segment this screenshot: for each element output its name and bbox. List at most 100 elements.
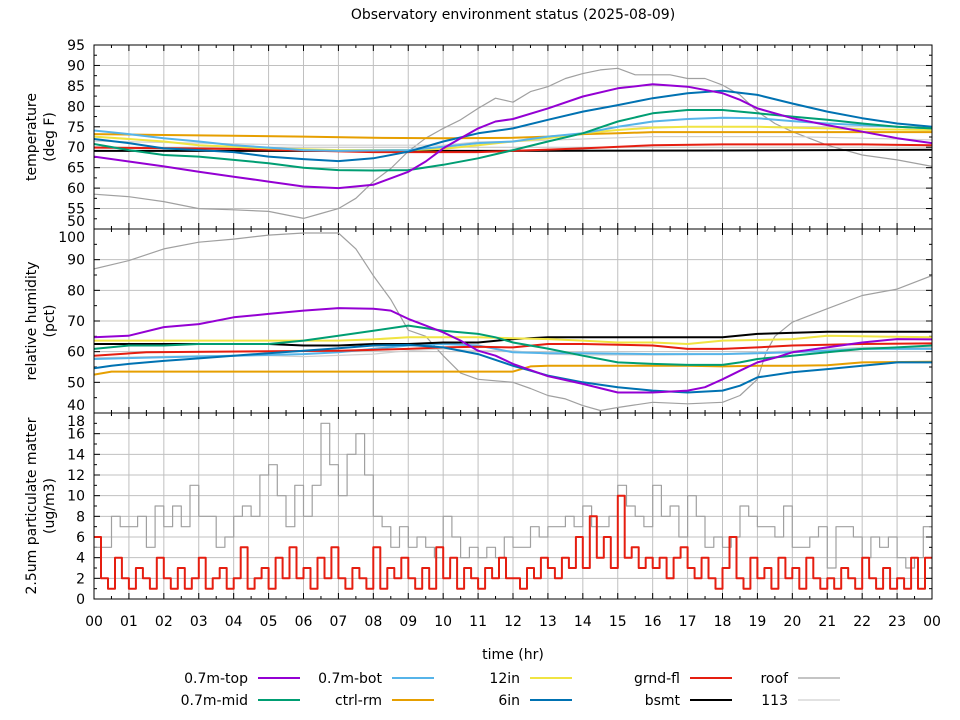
legend: 0.7m-top 0.7m-mid 0.7m-bot ctrl-rm 12in 6in gr… <box>181 671 840 709</box>
x-tick-label: 06 <box>295 614 313 630</box>
x-tick-label: 04 <box>225 614 243 630</box>
x-tick-label: 21 <box>818 614 836 630</box>
legend-item-113: 113 <box>761 693 840 709</box>
series-line-113 <box>94 346 932 359</box>
series-group <box>94 232 932 412</box>
y-axis-label: 2.5um particulate matter <box>24 417 40 594</box>
x-tick-label: 00 <box>923 614 941 630</box>
series-line-0.7m-mid <box>94 109 932 172</box>
y-tick-label: 60 <box>67 345 85 361</box>
y-axis-label: (ug/m3) <box>42 478 58 534</box>
y-axis-label: (pct) <box>42 305 58 338</box>
x-tick-label: 13 <box>539 614 557 630</box>
y-tick-label: 90 <box>67 253 85 269</box>
legend-item-6in: 6in <box>498 693 572 709</box>
x-tick-label: 09 <box>399 614 417 630</box>
series-line-0.7m-top <box>94 307 932 394</box>
y-tick-label: 40 <box>67 398 85 414</box>
y-tick-label: 50 <box>67 375 85 391</box>
series-line-0.7m-mid <box>94 324 932 366</box>
series-group <box>94 67 932 219</box>
legend-label: roof <box>760 671 789 687</box>
legend-label: 113 <box>761 693 788 709</box>
legend-item-12in: 12in <box>489 671 572 687</box>
y-axis-label: temperature <box>24 93 40 181</box>
x-tick-label: 20 <box>783 614 801 630</box>
y-tick-label: 8 <box>76 509 85 525</box>
y-tick-label: 80 <box>67 99 85 115</box>
y-tick-label: 100 <box>58 230 85 246</box>
series-group <box>94 422 932 590</box>
series-line-0.7m-bot <box>94 116 932 152</box>
x-tick-label: 23 <box>888 614 906 630</box>
legend-label: 0.7m-top <box>184 671 248 687</box>
series-line-grnd-fl <box>94 494 932 590</box>
series-line-ctrl-rm <box>94 131 932 140</box>
x-tick-label: 11 <box>469 614 487 630</box>
x-tick-label: 05 <box>260 614 278 630</box>
y-tick-label: 85 <box>67 79 85 95</box>
y-tick-label: 70 <box>67 140 85 156</box>
legend-label: bsmt <box>645 693 681 709</box>
series-line-12in <box>94 334 932 345</box>
y-tick-label: 80 <box>67 283 85 299</box>
series-line-grnd-fl <box>94 342 932 357</box>
series-line-6in <box>94 89 932 163</box>
x-tick-label: 07 <box>330 614 348 630</box>
x-tick-label: 22 <box>853 614 871 630</box>
y-tick-label: 60 <box>67 181 85 197</box>
y-tick-label: 10 <box>67 489 85 505</box>
legend-label: 6in <box>498 693 520 709</box>
x-tick-label: 00 <box>85 614 103 630</box>
legend-label: 0.7m-bot <box>318 671 382 687</box>
panel-1: 40 50 60 70 80 90 100 relative humidity (pct) <box>24 228 933 414</box>
x-tick-label: 16 <box>644 614 662 630</box>
x-tick-label: 14 <box>574 614 592 630</box>
y-tick-label: 70 <box>67 314 85 330</box>
y-tick-label: 75 <box>67 120 85 136</box>
legend-item-bsmt: bsmt <box>645 693 732 709</box>
y-tick-label: 95 <box>67 38 85 54</box>
series-line-bsmt <box>94 330 932 347</box>
legend-item-0.7m-mid: 0.7m-mid <box>181 693 300 709</box>
panel-frame <box>93 412 933 600</box>
legend-label: 0.7m-mid <box>181 693 248 709</box>
y-tick-label: 4 <box>76 551 85 567</box>
chart-title: Observatory environment status (2025-08-… <box>351 7 675 23</box>
series-line-12in <box>94 125 932 152</box>
y-tick-label: 2 <box>76 571 85 587</box>
y-tick-label: 16 <box>67 427 85 443</box>
x-tick-label: 08 <box>364 614 382 630</box>
x-axis-label: time (hr) <box>482 647 544 663</box>
x-tick-label: 19 <box>749 614 767 630</box>
y-axis-label: (deg F) <box>42 112 58 162</box>
y-tick-label: 65 <box>67 161 85 177</box>
x-tick-label: 12 <box>504 614 522 630</box>
legend-item-grnd-fl: grnd-fl <box>634 671 732 687</box>
series-line-0.7m-top <box>94 83 932 190</box>
x-tick-label: 02 <box>155 614 173 630</box>
y-tick-label: 18 <box>67 414 85 430</box>
legend-label: grnd-fl <box>634 671 680 687</box>
y-tick-label: 6 <box>76 530 85 546</box>
y-axis-label: relative humidity <box>24 261 40 380</box>
x-tick-label: 15 <box>609 614 627 630</box>
x-tick-label: 10 <box>434 614 452 630</box>
legend-item-0.7m-top: 0.7m-top <box>184 671 300 687</box>
y-tick-label: 12 <box>67 468 85 484</box>
series-line-ctrl-rm <box>94 360 932 376</box>
x-tick-label: 01 <box>120 614 138 630</box>
legend-item-ctrl-rm: ctrl-rm <box>335 693 434 709</box>
y-tick-label: 0 <box>76 592 85 608</box>
x-tick-label: 18 <box>714 614 732 630</box>
series-line-6in <box>94 343 932 394</box>
y-tick-label: 14 <box>67 447 85 463</box>
y-tick-label: 90 <box>67 58 85 74</box>
legend-label: 12in <box>489 671 520 687</box>
legend-item-0.7m-bot: 0.7m-bot <box>318 671 434 687</box>
legend-item-roof: roof <box>760 671 840 687</box>
y-tick-label: 55 <box>67 202 85 218</box>
